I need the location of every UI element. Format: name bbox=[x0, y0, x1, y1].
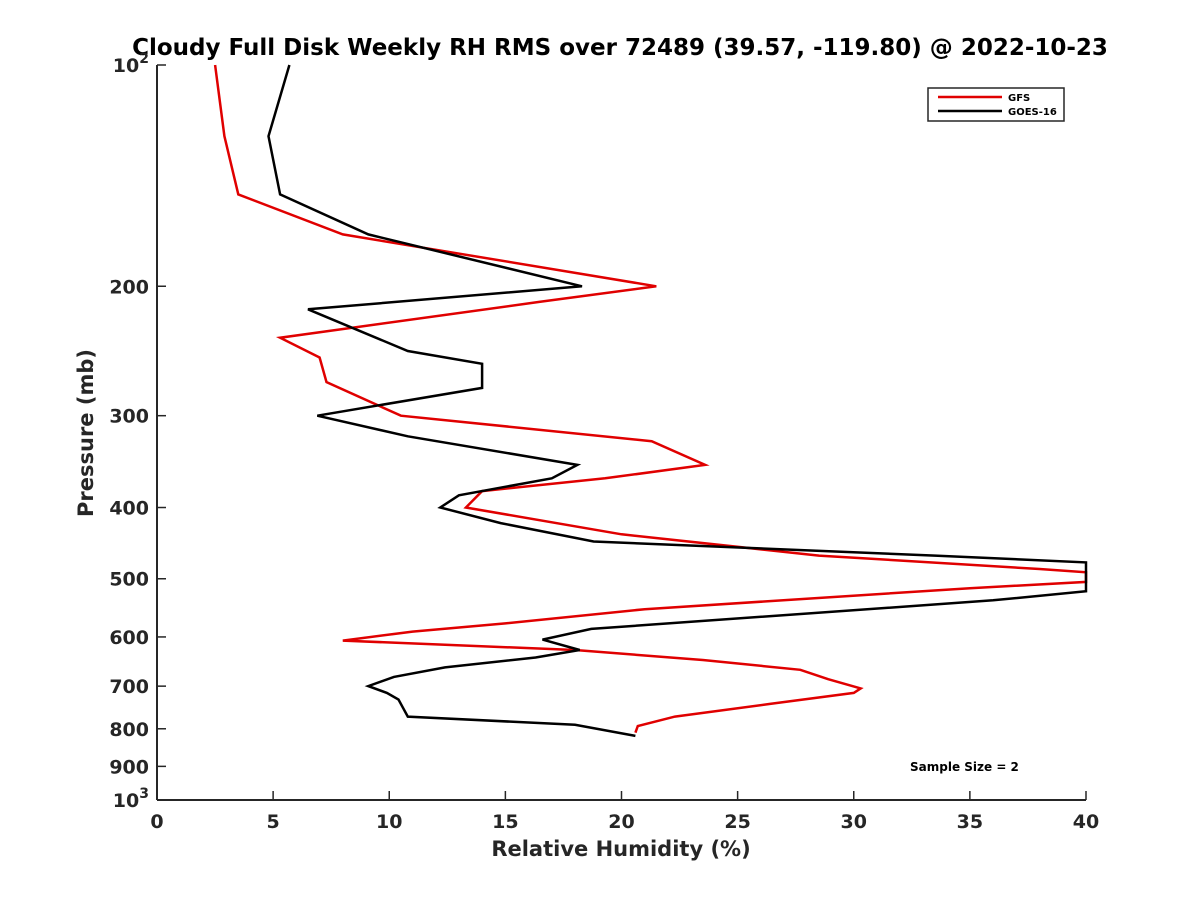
x-tick-label: 20 bbox=[608, 811, 634, 833]
series-line-gfs bbox=[213, 64, 1088, 734]
x-tick-label: 40 bbox=[1073, 811, 1099, 833]
legend-label-goes16: GOES-16 bbox=[1008, 107, 1057, 118]
x-tick-label: 30 bbox=[841, 811, 867, 833]
legend: GFS GOES-16 bbox=[927, 87, 1065, 122]
y-tick-label: 400 bbox=[109, 498, 149, 520]
x-tick-label: 35 bbox=[957, 811, 983, 833]
y-tick-label: 102 bbox=[113, 51, 149, 77]
x-axis-label: Relative Humidity (%) bbox=[491, 837, 750, 861]
x-tick-label: 5 bbox=[267, 811, 280, 833]
y-tick-exponent: 2 bbox=[139, 51, 149, 67]
y-tick-label: 800 bbox=[109, 719, 149, 741]
x-ticks: 0 5 10 15 20 25 30 35 40 bbox=[150, 791, 1099, 833]
y-axis-label: Pressure (mb) bbox=[74, 349, 98, 517]
x-tick-label: 10 bbox=[376, 811, 402, 833]
y-tick-label: 300 bbox=[109, 406, 149, 428]
y-tick-label: 200 bbox=[109, 276, 149, 298]
legend-box bbox=[927, 87, 1065, 122]
y-tick-label: 900 bbox=[109, 756, 149, 778]
series-layer bbox=[213, 64, 1088, 738]
y-tick-label: 700 bbox=[109, 676, 149, 698]
y-tick-label: 600 bbox=[109, 627, 149, 649]
legend-label-gfs: GFS bbox=[1008, 93, 1030, 104]
series-line-goes16 bbox=[267, 64, 1088, 738]
y-tick-label: 500 bbox=[109, 569, 149, 591]
chart-title: Cloudy Full Disk Weekly RH RMS over 7248… bbox=[132, 35, 1108, 61]
x-tick-label: 0 bbox=[150, 811, 163, 833]
x-tick-label: 15 bbox=[492, 811, 518, 833]
sample-size-annotation: Sample Size = 2 bbox=[910, 760, 1019, 774]
y-tick-exponent: 3 bbox=[139, 786, 149, 802]
x-tick-label: 25 bbox=[724, 811, 750, 833]
